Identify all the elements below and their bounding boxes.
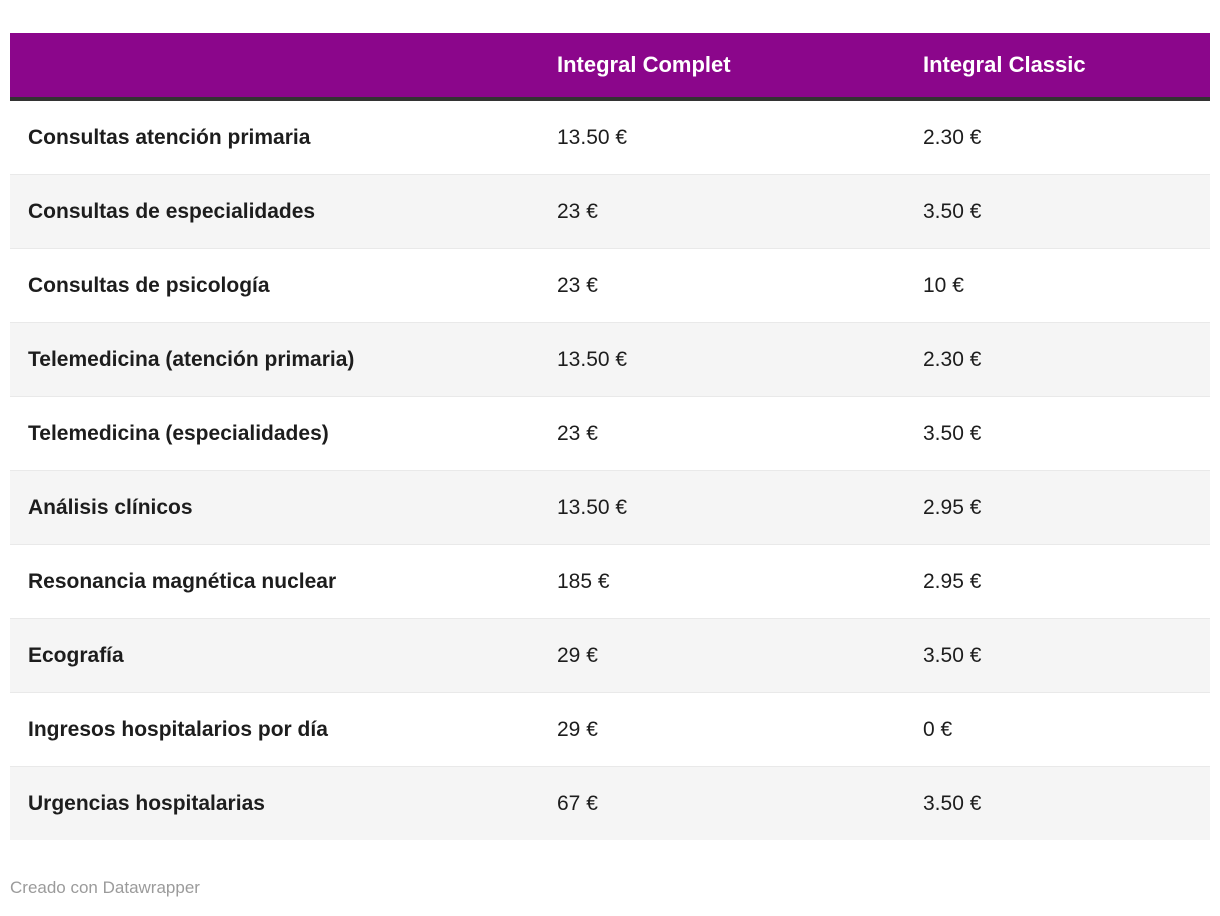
price-classic: 3.50 € — [906, 618, 1210, 693]
table-row: Consultas de especialidades 23 € 3.50 € — [10, 174, 1210, 249]
price-classic: 0 € — [906, 692, 1210, 767]
table-row: Telemedicina (atención primaria) 13.50 €… — [10, 322, 1210, 397]
price-complet: 23 € — [540, 396, 906, 471]
datawrapper-attribution-link[interactable]: Creado con Datawrapper — [10, 878, 200, 897]
price-complet: 29 € — [540, 692, 906, 767]
table-row: Ingresos hospitalarios por día 29 € 0 € — [10, 692, 1210, 767]
price-classic: 2.95 € — [906, 470, 1210, 545]
price-classic: 2.30 € — [923, 125, 982, 149]
column-header-integral-complet: Integral Complet — [540, 33, 906, 101]
row-label: Consultas de psicología — [10, 248, 540, 323]
column-header-service — [10, 33, 540, 101]
row-label: Consultas atención primaria — [28, 125, 311, 149]
price-complet: 23 € — [540, 174, 906, 249]
price-classic: 2.95 € — [906, 544, 1210, 619]
row-label: Consultas de especialidades — [10, 174, 540, 249]
table-header: Integral Complet Integral Classic — [10, 33, 1210, 101]
price-classic: 2.30 € — [906, 322, 1210, 397]
row-label: Análisis clínicos — [10, 470, 540, 545]
pricing-table-container: Integral Complet Integral Classic Consul… — [10, 33, 1210, 840]
table-row: Telemedicina (especialidades) 23 € 3.50 … — [10, 396, 1210, 471]
table-row: Urgencias hospitalarias 67 € 3.50 € — [10, 766, 1210, 840]
row-label: Ingresos hospitalarios por día — [10, 692, 540, 767]
price-classic: 3.50 € — [906, 396, 1210, 471]
table-row: Análisis clínicos 13.50 € 2.95 € — [10, 470, 1210, 545]
table-row: Ecografía 29 € 3.50 € — [10, 618, 1210, 693]
price-classic: 3.50 € — [906, 174, 1210, 249]
row-label: Ecografía — [10, 618, 540, 693]
table-row: Consultas de psicología 23 € 10 € — [10, 248, 1210, 323]
price-complet: 67 € — [540, 766, 906, 840]
column-header-integral-classic: Integral Classic — [906, 33, 1210, 101]
row-label: Resonancia magnética nuclear — [10, 544, 540, 619]
price-complet: 13.50 € — [540, 322, 906, 397]
price-complet: 185 € — [540, 544, 906, 619]
table-row: Resonancia magnética nuclear 185 € 2.95 … — [10, 544, 1210, 619]
row-label: Telemedicina (atención primaria) — [10, 322, 540, 397]
table-body: Consultas atención primaria 13.50 € 2.30… — [10, 99, 1210, 840]
header-row: Integral Complet Integral Classic — [10, 33, 1210, 101]
price-classic: 10 € — [906, 248, 1210, 323]
row-label: Urgencias hospitalarias — [10, 766, 540, 840]
price-complet: 29 € — [540, 618, 906, 693]
price-complet: 13.50 € — [557, 125, 628, 149]
table-row: Consultas atención primaria 13.50 € 2.30… — [10, 99, 1210, 175]
row-label: Telemedicina (especialidades) — [10, 396, 540, 471]
price-complet: 23 € — [540, 248, 906, 323]
price-classic: 3.50 € — [906, 766, 1210, 840]
price-complet: 13.50 € — [540, 470, 906, 545]
pricing-table: Integral Complet Integral Classic Consul… — [10, 33, 1210, 840]
